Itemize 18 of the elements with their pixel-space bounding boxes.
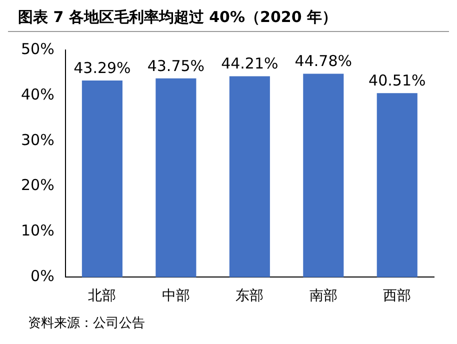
text: 资料来源：公司公告	[27, 315, 146, 332]
y-tick-label: 30%	[20, 130, 54, 149]
y-tick-label: 50%	[20, 40, 54, 58]
y-tick-label: 10%	[20, 222, 54, 240]
data-label: 43.29%	[74, 58, 131, 77]
x-tick-label: 中部	[162, 288, 190, 304]
data-label: 43.75%	[147, 56, 205, 75]
data-label: 40.51%	[368, 72, 426, 90]
y-tick-label: 40%	[20, 85, 54, 104]
y-tick-label: 0%	[30, 267, 54, 286]
x-tick-label: 东部	[236, 288, 264, 304]
y-tick-label: 20%	[20, 176, 54, 194]
data-label: 44.78%	[294, 52, 352, 70]
chart-title: 图表 7 各地区毛利率均超过 40%（2020 年）	[8, 0, 449, 32]
x-tick-label: 南部	[309, 288, 338, 304]
x-tick-label: 西部	[383, 288, 412, 304]
data-label: 44.21%	[221, 54, 278, 73]
x-tick-label: 北部	[88, 288, 116, 304]
